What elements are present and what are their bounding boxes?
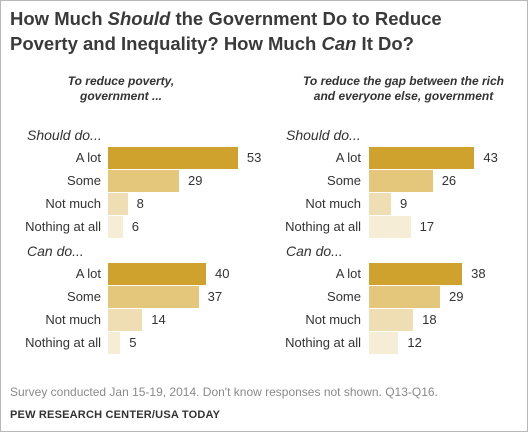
bar: [108, 170, 180, 192]
bar: [369, 170, 433, 192]
bar: [369, 216, 411, 238]
category-label: A lot: [335, 266, 361, 281]
value-label: 14: [151, 312, 166, 327]
value-label: 6: [131, 219, 139, 234]
category-label: Not much: [305, 312, 361, 327]
title-part-3: the Government Do to Reduce: [170, 8, 442, 29]
value-label: 38: [471, 266, 486, 281]
value-label: 18: [422, 312, 437, 327]
category-label: Some: [327, 289, 361, 304]
panel-subtitle: To reduce poverty, government ...: [67, 74, 175, 103]
bar: [369, 147, 475, 169]
bar: [108, 193, 128, 215]
category-label: A lot: [75, 150, 101, 165]
value-label: 5: [129, 335, 137, 350]
category-label: Not much: [45, 196, 101, 211]
value-label: 17: [419, 219, 435, 234]
bar: [369, 286, 441, 308]
bar: [108, 147, 238, 169]
category-label: Not much: [305, 196, 361, 211]
value-label: 8: [136, 196, 144, 211]
group-label: Can do...: [27, 243, 84, 259]
value-label: 12: [407, 335, 422, 350]
title-part-1: How Much: [10, 8, 108, 29]
category-label: Nothing at all: [285, 219, 361, 234]
chart-source: PEW RESEARCH CENTER/USA TODAY: [10, 409, 221, 421]
value-label: 43: [483, 150, 498, 165]
chart-note: Survey conducted Jan 15-19, 2014. Don't …: [10, 385, 438, 399]
bar: [108, 286, 199, 308]
category-label: Nothing at all: [25, 335, 101, 350]
panel-subtitle: To reduce the gap between the rich and e…: [303, 74, 504, 103]
category-label: Nothing at all: [285, 335, 361, 350]
bar: [108, 332, 121, 354]
value-label: 9: [400, 196, 408, 211]
value-label: 26: [441, 173, 457, 188]
bar: [369, 332, 399, 354]
title-part-4: Poverty and Inequality? How Much: [10, 33, 322, 54]
value-label: 29: [449, 289, 464, 304]
bar: [108, 263, 206, 285]
category-label: Some: [67, 289, 101, 304]
title-emphasis-can: Can: [321, 33, 357, 54]
category-label: Nothing at all: [25, 219, 101, 234]
category-label: A lot: [335, 150, 361, 165]
value-label: 29: [188, 173, 203, 188]
group-label: Can do...: [286, 243, 343, 259]
value-label: 53: [246, 150, 262, 165]
chart-title: How Much Should the Government Do to Red…: [10, 6, 520, 56]
category-label: Some: [327, 173, 361, 188]
bar: [108, 216, 123, 238]
title-emphasis-should: Should: [107, 8, 171, 29]
category-label: Some: [67, 173, 101, 188]
group-label: Should do...: [27, 127, 102, 143]
value-label: 37: [207, 289, 223, 304]
category-label: A lot: [75, 266, 101, 281]
category-label: Not much: [45, 312, 101, 327]
bar: [108, 309, 143, 331]
title-part-6: It Do?: [356, 33, 414, 54]
bar: [369, 263, 463, 285]
group-label: Should do...: [286, 127, 361, 143]
bar: [369, 193, 392, 215]
bar: [369, 309, 414, 331]
value-label: 40: [215, 266, 230, 281]
